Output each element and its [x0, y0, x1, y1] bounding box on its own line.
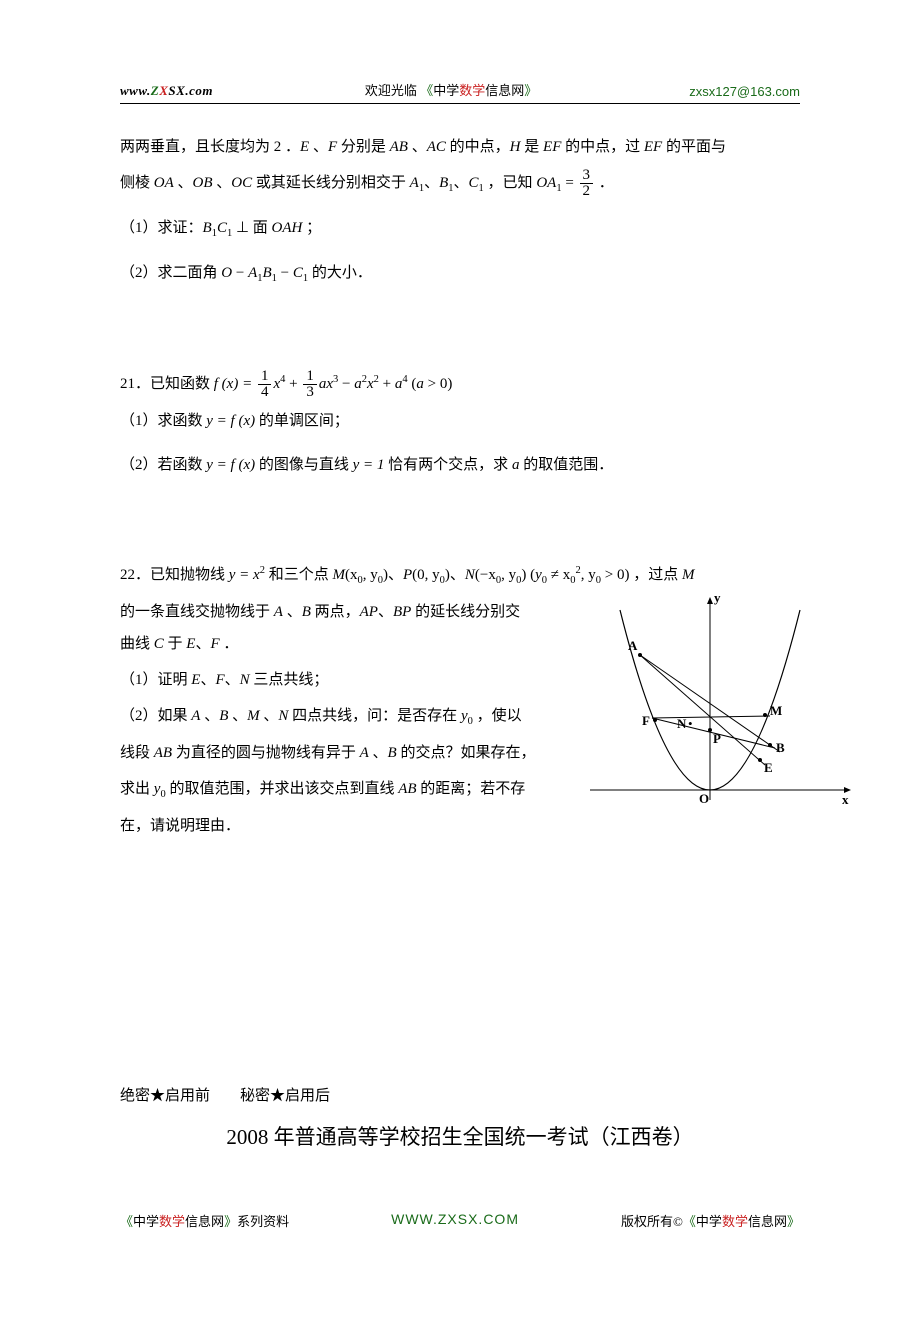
header-logo: www.ZXSX.com	[120, 83, 213, 99]
label-F: F	[642, 713, 650, 728]
p22-line2: 的一条直线交抛物线于 A 、B 两点，AP、BP 的延长线分别交	[120, 597, 540, 627]
p22-q1: （1）证明 E、F、N 三点共线；	[120, 665, 540, 695]
label-N-dot: •	[688, 716, 693, 731]
welcome-text: 欢迎光临	[365, 83, 417, 98]
p22-line3: 曲线 C 于 E、F ．	[120, 629, 540, 659]
page-footer: 《中学数学信息网》系列资料 WWW.ZXSX.COM 版权所有©《中学数学信息网…	[120, 1211, 800, 1230]
footer-center: WWW.ZXSX.COM	[391, 1211, 519, 1230]
problem-22: 22．已知抛物线 y = x2 和三个点 M(x0, y0)、P(0, y0)、…	[120, 560, 800, 841]
footer-right: 版权所有©《中学数学信息网》	[621, 1211, 800, 1230]
p22-q2-l3: 求出 y0 的取值范围，并求出该交点到直线 AB 的距离；若不存	[120, 774, 540, 805]
logo-www: www.	[120, 83, 151, 98]
p22-q2-l2: 线段 AB 为直径的圆与抛物线有异于 A 、B 的交点？如果存在，	[120, 738, 540, 768]
fraction-3-2: 32	[580, 168, 594, 199]
cont-line1: 两两垂直，且长度均为 2 ．E 、F 分别是 AB 、AC 的中点，H 是 EF…	[120, 132, 800, 162]
page-header: www.ZXSX.com 欢迎光临 《中学数学信息网》 zxsx127@163.…	[120, 80, 800, 104]
site-mid: 中学	[433, 83, 459, 98]
logo-com: .com	[185, 83, 213, 98]
label-x: x	[842, 792, 849, 807]
label-B: B	[776, 740, 785, 755]
p21-q2: （2）若函数 y = f (x) 的图像与直线 y = 1 恰有两个交点，求 a…	[120, 450, 800, 480]
footer-left: 《中学数学信息网》系列资料	[120, 1211, 289, 1230]
p22-body: 的一条直线交抛物线于 A 、B 两点，AP、BP 的延长线分别交 曲线 C 于 …	[120, 597, 540, 841]
label-O: O	[699, 791, 709, 806]
header-center: 欢迎光临 《中学数学信息网》	[365, 80, 537, 99]
problem-21: 21．已知函数 f (x) = 14x4 + 13ax3 − a2x2 + a4…	[120, 369, 800, 480]
label-A: A	[628, 638, 638, 653]
parabola-diagram: y x O A B E F M N • P	[580, 590, 860, 831]
logo-sx: SX	[168, 83, 185, 98]
cont-q1: （1）求证：B1C1 ⊥ 面 OAH ；	[120, 213, 800, 244]
p21-head: 21．已知函数 f (x) = 14x4 + 13ax3 − a2x2 + a4…	[120, 369, 800, 400]
exam-title: 2008 年普通高等学校招生全国统一考试（江西卷）	[120, 1121, 800, 1151]
header-email: zxsx127@163.com	[689, 84, 800, 99]
p22-q2-l1: （2）如果 A 、B 、M 、N 四点共线，问：是否存在 y0 ，使以	[120, 701, 540, 732]
site-math: 数学	[459, 83, 485, 98]
label-y: y	[714, 590, 721, 605]
p22-head: 22．已知抛物线 y = x2 和三个点 M(x0, y0)、P(0, y0)、…	[120, 560, 800, 591]
site-close: 》	[524, 83, 537, 98]
label-E: E	[764, 760, 773, 775]
cont-q2: （2）求二面角 O − A1B1 − C1 的大小．	[120, 258, 800, 289]
p22-q2-l4: 在，请说明理由．	[120, 811, 540, 841]
p21-q1: （1）求函数 y = f (x) 的单调区间；	[120, 406, 800, 436]
logo-z: Z	[151, 83, 159, 98]
secrecy-line: 绝密★启用前 秘密★启用后	[120, 1081, 800, 1111]
problem-continuation: 两两垂直，且长度均为 2 ．E 、F 分别是 AB 、AC 的中点，H 是 EF…	[120, 132, 800, 289]
label-M: M	[770, 703, 782, 718]
site-info: 信息网	[485, 83, 524, 98]
cont-line2: 侧棱 OA 、OB 、OC 或其延长线分别相交于 A1、B1、C1 ，已知 OA…	[120, 168, 800, 199]
line-APE	[640, 655, 765, 765]
label-P: P	[713, 731, 721, 746]
label-N: N	[677, 716, 687, 731]
site-open: 《	[420, 83, 433, 98]
